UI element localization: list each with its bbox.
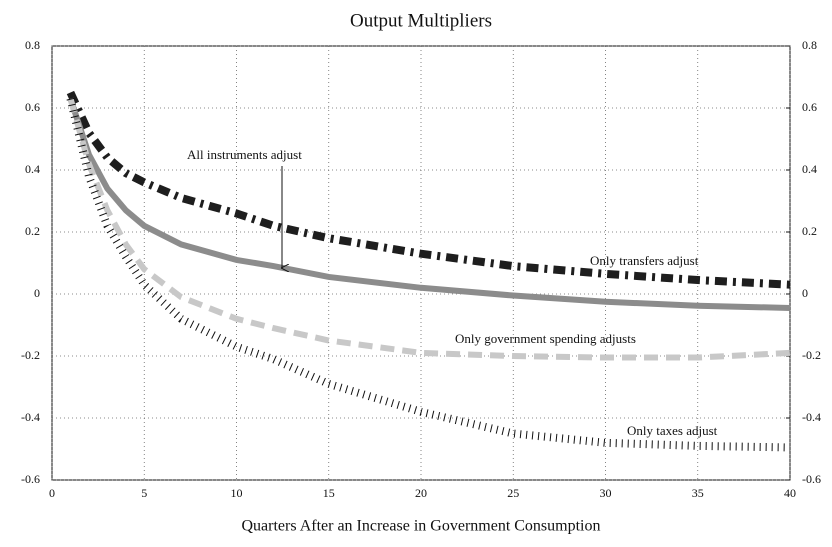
line-series: [67, 97, 791, 311]
y-tick-label: 0: [34, 286, 40, 300]
line-series: [67, 97, 791, 361]
series-label: Only government spending adjusts: [455, 331, 636, 346]
y-tick-label: 0.4: [25, 162, 40, 176]
y2-tick-label: -0.4: [802, 410, 821, 424]
y2-tick-label: 0.8: [802, 38, 817, 52]
line-series: [66, 97, 791, 452]
series-label: All instruments adjust: [187, 147, 302, 162]
y2-tick-label: 0.6: [802, 100, 817, 114]
y2-tick-label: 0.2: [802, 224, 817, 238]
series-label: Only taxes adjust: [627, 423, 718, 438]
y2-tick-label: 0.4: [802, 162, 817, 176]
chart-title: Output Multipliers: [350, 10, 492, 31]
y-tick-label: 0.2: [25, 224, 40, 238]
x-tick-label: 5: [141, 486, 147, 500]
y2-tick-label: 0: [802, 286, 808, 300]
x-tick-label: 30: [600, 486, 612, 500]
y-tick-label: -0.4: [21, 410, 40, 424]
series-label: Only transfers adjust: [590, 253, 699, 268]
y-tick-label: -0.6: [21, 472, 40, 486]
x-tick-label: 15: [323, 486, 335, 500]
y-tick-label: 0.8: [25, 38, 40, 52]
y2-tick-label: -0.6: [802, 472, 821, 486]
x-axis-label: Quarters After an Increase in Government…: [241, 518, 600, 535]
y-tick-label: 0.6: [25, 100, 40, 114]
x-tick-label: 20: [415, 486, 427, 500]
y2-tick-label: -0.2: [802, 348, 821, 362]
x-tick-label: 40: [784, 486, 796, 500]
x-tick-label: 35: [692, 486, 704, 500]
line-series: [66, 90, 791, 289]
y-tick-label: -0.2: [21, 348, 40, 362]
x-tick-label: 10: [231, 486, 243, 500]
x-tick-label: 25: [507, 486, 519, 500]
x-tick-label: 0: [49, 486, 55, 500]
